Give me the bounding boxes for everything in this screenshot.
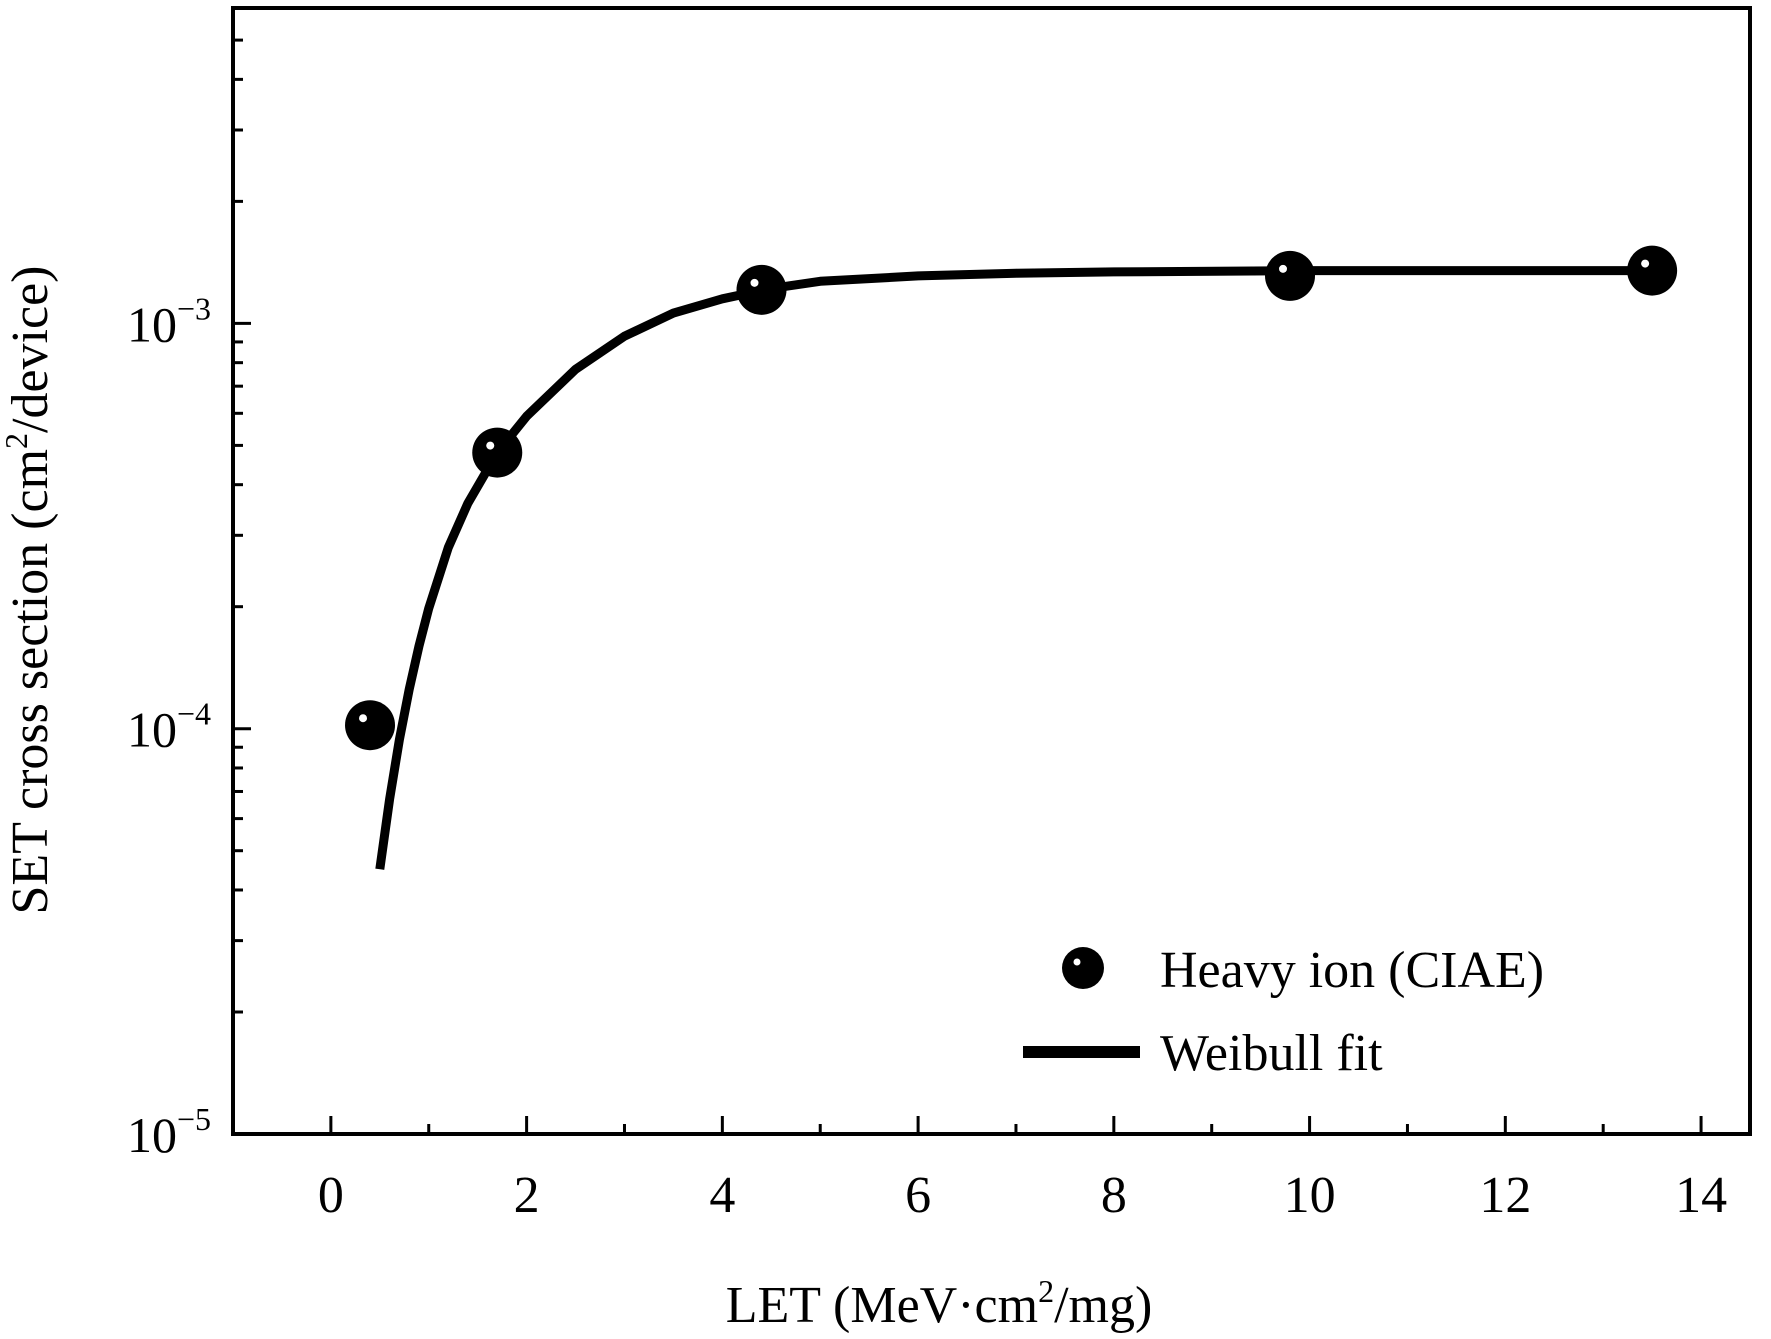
x-tick-label: 8 bbox=[1101, 1167, 1127, 1224]
data-point-highlight bbox=[486, 441, 495, 450]
data-point-marker bbox=[1265, 250, 1316, 301]
data-point-highlight bbox=[1279, 264, 1288, 273]
x-tick-label: 4 bbox=[709, 1167, 735, 1224]
data-point-highlight bbox=[1641, 259, 1650, 268]
x-axis-label: LET (MeV·cm2/mg) bbox=[726, 1273, 1153, 1334]
plot-frame bbox=[231, 6, 1752, 1136]
ticks bbox=[231, 6, 1703, 1136]
data-point bbox=[1265, 250, 1316, 301]
legend-marker-icon bbox=[1062, 947, 1104, 989]
data-point-marker bbox=[472, 427, 523, 478]
y-tick-label: 10−5 bbox=[127, 1101, 211, 1163]
data-point bbox=[345, 700, 396, 751]
y-tick-label: 10−3 bbox=[127, 290, 211, 352]
x-tick-label: 6 bbox=[905, 1167, 931, 1224]
tick-labels: 0 2 4 6 8 10 12 14 10−3 10−4 10−5 bbox=[127, 290, 1727, 1224]
x-tick-label: 14 bbox=[1675, 1167, 1727, 1224]
weibull-fit-line bbox=[375, 266, 1653, 870]
axes bbox=[231, 6, 1752, 1136]
x-tick-label: 0 bbox=[318, 1167, 344, 1224]
x-tick-label: 12 bbox=[1479, 1167, 1531, 1224]
y-tick-label: 10−4 bbox=[127, 696, 211, 758]
series bbox=[345, 245, 1678, 870]
data-point bbox=[472, 427, 523, 478]
data-point-marker bbox=[736, 264, 787, 315]
y-axis-label: SET cross section (cm2/device) bbox=[0, 266, 59, 915]
data-point-highlight bbox=[750, 278, 759, 287]
x-tick-label: 10 bbox=[1284, 1167, 1336, 1224]
data-point bbox=[736, 264, 787, 315]
legend-label-weibull-fit: Weibull fit bbox=[1160, 1025, 1383, 1082]
data-point bbox=[1627, 245, 1678, 296]
legend-label-heavy-ion: Heavy ion (CIAE) bbox=[1160, 942, 1544, 999]
data-point-marker bbox=[345, 700, 396, 751]
legend-item-heavy-ion: Heavy ion (CIAE) bbox=[1062, 942, 1544, 999]
data-point-highlight bbox=[359, 714, 368, 723]
x-tick-label: 2 bbox=[514, 1167, 540, 1224]
legend-item-weibull-fit: Weibull fit bbox=[1023, 1025, 1383, 1082]
legend: Heavy ion (CIAE) Weibull fit bbox=[1023, 942, 1544, 1082]
data-point-marker bbox=[1627, 245, 1678, 296]
